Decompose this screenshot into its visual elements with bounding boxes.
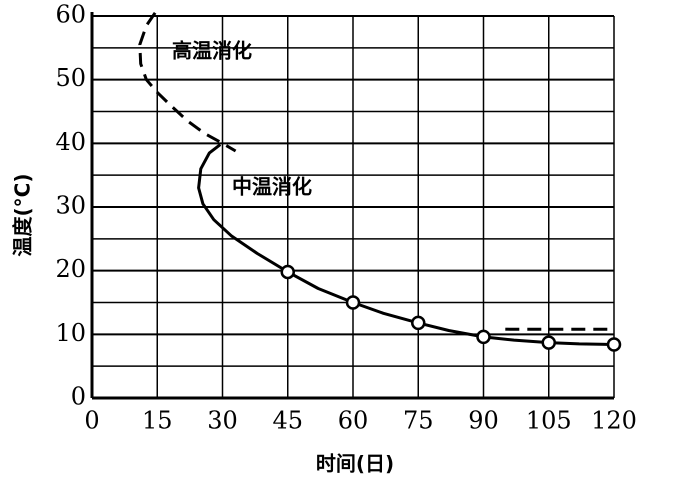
curve-label: 中温消化	[232, 175, 312, 199]
x-tick-label: 60	[338, 407, 369, 435]
marker	[345, 295, 361, 310]
x-tick-label: 105	[526, 407, 572, 435]
marker	[280, 264, 295, 280]
curve-label: 高温消化	[172, 39, 252, 63]
x-tick-label: 0	[84, 407, 99, 435]
x-tick-label: 45	[272, 407, 303, 435]
marker	[476, 329, 491, 345]
line	[197, 143, 615, 346]
line	[138, 11, 237, 153]
y-axis-label: 温度(°C)	[11, 174, 35, 257]
x-tick-label: 30	[207, 407, 238, 435]
marker	[411, 315, 426, 331]
x-tick-label: 75	[403, 407, 434, 435]
y-tick-label: 0	[71, 383, 86, 411]
x-tick-label: 15	[142, 407, 173, 435]
x-tick-label: 90	[468, 407, 499, 435]
x-axis-label: 时间(日)	[316, 452, 394, 476]
y-tick-label: 10	[55, 319, 86, 347]
y-tick-label: 20	[55, 255, 86, 283]
marker	[606, 337, 622, 352]
marker	[541, 335, 556, 350]
y-tick-label: 60	[55, 1, 86, 29]
y-tick-label: 40	[55, 128, 86, 156]
y-tick-label: 30	[55, 192, 86, 220]
x-tick-label: 120	[591, 407, 637, 435]
y-tick-label: 50	[55, 64, 86, 92]
